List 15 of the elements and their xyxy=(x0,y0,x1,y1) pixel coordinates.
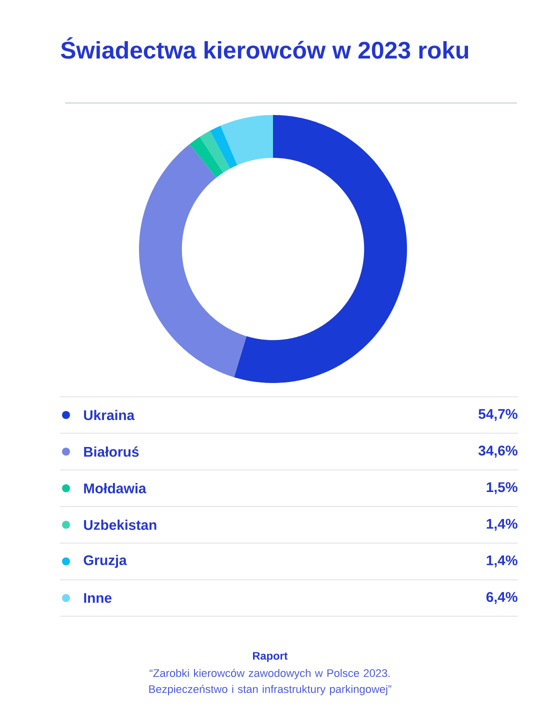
legend-label: Inne xyxy=(84,593,112,603)
legend-label: Mołdawia xyxy=(84,483,146,494)
text: “Zarobki kierowców zawodowych w Polsce 2023. Bezpieczeństwo i stan infrastruktury parkingowej” xyxy=(149,668,392,696)
chart-title: Świadectwa kierowców w 2023 roku xyxy=(60,37,468,59)
data-label: 1,4% xyxy=(486,518,518,531)
data-label: 34,6% xyxy=(478,446,518,458)
text: Raport xyxy=(253,652,288,662)
data-label: 1,4% xyxy=(486,555,518,568)
legend-label: Białoruś xyxy=(84,446,139,457)
legend-label: Gruzja xyxy=(84,554,127,568)
data-label: 1,5% xyxy=(486,482,518,494)
data-label: 54,7% xyxy=(478,409,518,421)
legend-label: Ukraina xyxy=(84,410,135,420)
data-label: 6,4% xyxy=(486,592,518,604)
legend-label: Uzbekistan xyxy=(84,520,156,530)
